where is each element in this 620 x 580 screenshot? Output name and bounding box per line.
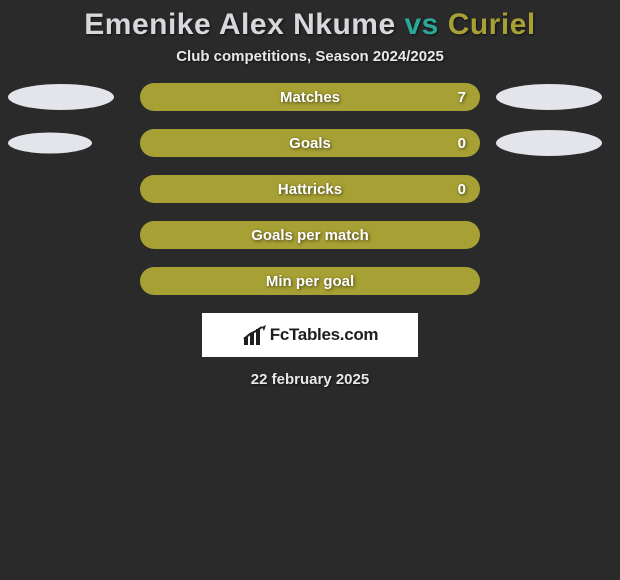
stat-label: Hattricks [140,181,480,198]
stat-bar: Hattricks 0 [140,175,480,203]
stat-bar: Goals per match [140,221,480,249]
right-ellipse [496,84,602,110]
date: 22 february 2025 [251,371,369,388]
stat-label: Goals per match [140,227,480,244]
stat-label: Min per goal [140,273,480,290]
left-ellipse [8,84,114,110]
stat-label: Matches [140,89,480,106]
vs-word: vs [404,8,438,41]
stat-bar: Goals 0 [140,129,480,157]
stat-row: Min per goal [0,267,620,295]
stat-bar: Matches 7 [140,83,480,111]
comparison-infographic: Emenike Alex Nkume vs Curiel Club compet… [0,0,620,388]
player1-name: Emenike Alex Nkume [84,8,395,41]
stat-value: 0 [458,135,466,152]
title: Emenike Alex Nkume vs Curiel [84,8,535,42]
left-ellipse [8,133,92,154]
stat-value: 7 [458,89,466,106]
stat-row: Goals 0 [0,129,620,157]
stat-row: Goals per match [0,221,620,249]
stat-row: Matches 7 [0,83,620,111]
logo-text: FcTables.com [270,325,379,345]
logo-box: FcTables.com [202,313,418,357]
chart-icon [242,325,266,345]
subtitle: Club competitions, Season 2024/2025 [176,48,444,65]
stat-label: Goals [140,135,480,152]
player2-name: Curiel [448,8,536,41]
stat-bar: Min per goal [140,267,480,295]
right-ellipse [496,130,602,156]
stat-rows: Matches 7 Goals 0 Hattricks 0 Goals per … [0,83,620,295]
stat-row: Hattricks 0 [0,175,620,203]
stat-value: 0 [458,181,466,198]
